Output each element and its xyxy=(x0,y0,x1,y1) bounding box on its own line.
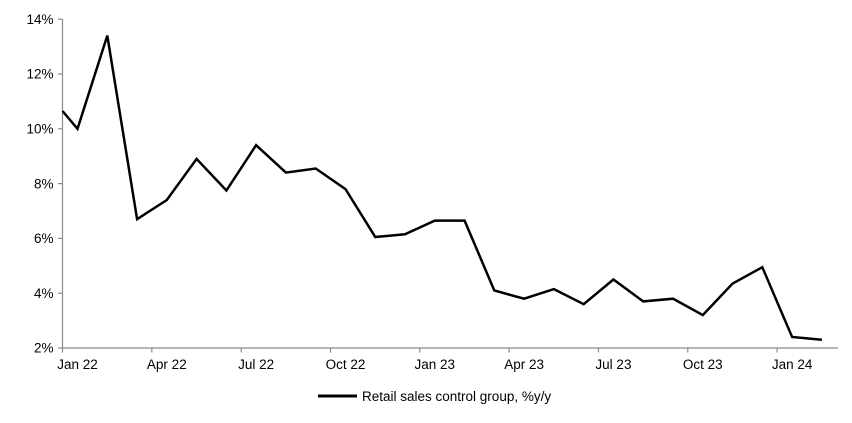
x-tick-label: Apr 23 xyxy=(504,357,544,372)
y-tick-label: 6% xyxy=(34,231,54,246)
legend-label: Retail sales control group, %y/y xyxy=(362,389,551,404)
x-tick-label: Jan 22 xyxy=(57,357,98,372)
x-tick-label: Apr 22 xyxy=(147,357,187,372)
x-axis: Jan 22 Apr 22 Jul 22 Oct 22 Jan 23 Apr 23 Jul … xyxy=(57,347,838,372)
y-tick-label: 2% xyxy=(34,341,54,356)
y-tick-label: 12% xyxy=(26,67,53,82)
legend: Retail sales control group, %y/y xyxy=(318,389,551,404)
y-tick-label: 10% xyxy=(26,122,53,137)
data-line xyxy=(61,35,823,342)
x-tick-label: Jul 23 xyxy=(595,357,631,372)
y-tick-label: 14% xyxy=(26,12,53,27)
x-tick-label: Jan 23 xyxy=(415,357,456,372)
x-tick-label: Jan 24 xyxy=(772,357,813,372)
data-series xyxy=(61,35,823,342)
x-tick-label: Oct 22 xyxy=(326,357,366,372)
x-tick-label: Oct 23 xyxy=(683,357,723,372)
y-tick-label: 4% xyxy=(34,286,54,301)
y-axis: 2% 4% 6% 8% 10% 12% 14% xyxy=(26,12,64,356)
x-tick-label: Jul 22 xyxy=(238,357,274,372)
y-tick-label: 8% xyxy=(34,176,54,191)
